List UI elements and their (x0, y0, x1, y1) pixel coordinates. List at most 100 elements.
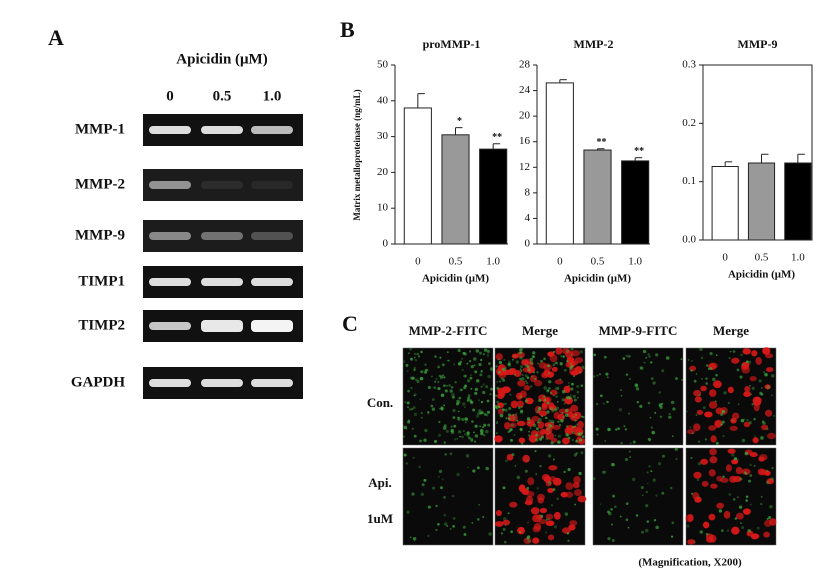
fitc-signal (628, 412, 631, 415)
x-tick-label: 1.0 (628, 256, 642, 268)
fitc-signal (474, 391, 478, 395)
nucleus (514, 369, 522, 377)
gel-band (149, 232, 191, 240)
nucleus (708, 425, 717, 431)
fitc-signal (753, 435, 756, 438)
fitc-signal (605, 372, 609, 376)
nucleus (541, 402, 548, 408)
fitc-signal (444, 389, 448, 393)
fitc-signal (413, 394, 416, 397)
fitc-signal (570, 362, 573, 365)
fitc-signal (715, 354, 718, 357)
fitc-signal (504, 366, 507, 370)
fitc-signal (572, 394, 576, 398)
chart-title: proMMP-1 (423, 37, 481, 51)
fitc-signal (748, 479, 752, 483)
fitc-signal (443, 495, 446, 499)
fitc-signal (424, 363, 427, 366)
micrograph (592, 347, 684, 446)
fitc-signal (471, 420, 474, 423)
fitc-signal (437, 365, 441, 369)
fitc-signal (409, 347, 413, 351)
fitc-signal (574, 413, 578, 416)
fitc-signal (413, 368, 416, 372)
fitc-signal (561, 390, 566, 394)
fitc-signal (420, 351, 423, 354)
fitc-signal (456, 399, 460, 404)
lane-label: 1.0 (263, 88, 282, 104)
y-tick-label: 12 (519, 161, 530, 173)
fitc-signal (496, 421, 499, 423)
gel-band (201, 126, 243, 134)
nucleus (545, 513, 554, 520)
nucleus (547, 487, 554, 493)
fitc-signal (459, 388, 463, 392)
treatment-label: Apicidin (μM) (176, 51, 267, 67)
fitc-signal (457, 362, 462, 366)
fitc-signal (450, 429, 454, 433)
fitc-signal (693, 379, 697, 383)
fitc-signal (770, 477, 774, 481)
fitc-signal (527, 368, 531, 372)
fitc-signal (452, 408, 456, 413)
fitc-signal (758, 379, 762, 383)
fitc-signal (571, 430, 576, 435)
fitc-signal (475, 349, 479, 353)
fitc-signal (554, 434, 557, 437)
nucleus (547, 351, 555, 358)
fitc-signal (464, 374, 467, 378)
bar (583, 149, 612, 245)
fitc-signal (547, 454, 552, 458)
fitc-signal (655, 525, 659, 530)
fitc-signal (674, 447, 678, 451)
fitc-signal (411, 427, 414, 430)
fitc-signal (528, 430, 531, 433)
fitc-signal (747, 360, 752, 364)
column-label: Merge (713, 323, 749, 338)
fitc-signal (434, 439, 438, 443)
y-tick-label: 0.0 (682, 234, 696, 246)
y-tick-label: 24 (519, 84, 531, 96)
fitc-signal (431, 398, 435, 401)
fitc-signal (766, 517, 769, 520)
fitc-signal (409, 386, 412, 389)
fitc-signal (628, 450, 631, 453)
fitc-signal (747, 529, 751, 533)
fitc-signal (640, 485, 644, 490)
fitc-signal (435, 528, 438, 532)
fitc-signal (519, 351, 523, 354)
fitc-signal (483, 348, 488, 352)
fitc-signal (749, 503, 752, 506)
fitc-signal (561, 398, 565, 402)
fitc-signal (414, 393, 417, 396)
fitc-signal (606, 400, 609, 404)
fitc-signal (705, 532, 709, 536)
nucleus (550, 389, 558, 396)
nucleus (537, 421, 545, 429)
y-tick-label: 8 (525, 186, 531, 198)
fitc-signal (405, 462, 409, 465)
nucleus (744, 386, 751, 393)
nucleus (689, 365, 697, 372)
nucleus (526, 419, 536, 427)
nucleus (710, 435, 717, 443)
fitc-signal (408, 408, 412, 411)
fitc-signal (504, 402, 507, 406)
fitc-signal (470, 365, 474, 369)
fitc-signal (525, 381, 529, 385)
fitc-signal (554, 387, 557, 390)
fitc-signal (519, 377, 522, 381)
y-tick-label: 0 (525, 238, 531, 250)
fitc-signal (443, 441, 447, 444)
fitc-signal (504, 523, 507, 526)
y-tick-label: 16 (519, 135, 531, 147)
fitc-signal (568, 397, 571, 399)
fitc-signal (576, 396, 579, 399)
fitc-signal (449, 527, 452, 530)
fitc-signal (715, 441, 719, 445)
fitc-signal (704, 438, 708, 441)
nucleus (536, 493, 545, 501)
fitc-signal (741, 526, 745, 530)
fitc-signal (435, 504, 438, 508)
nucleus (577, 420, 584, 429)
